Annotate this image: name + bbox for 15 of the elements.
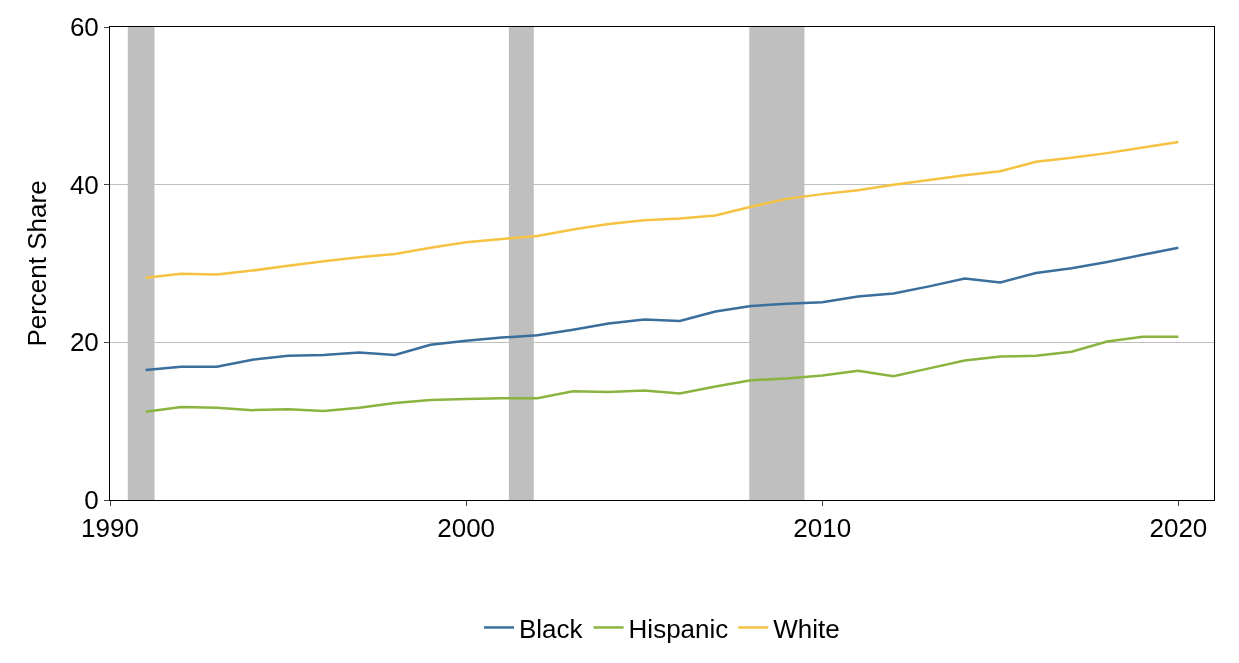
line-series bbox=[144, 140, 1180, 279]
x-tick-label: 1990 bbox=[81, 513, 139, 544]
x-tick-label: 2010 bbox=[793, 513, 852, 544]
legend-label: Hispanic bbox=[628, 613, 729, 644]
x-tick-label: 2000 bbox=[437, 513, 496, 544]
y-tick-label: 20 bbox=[69, 327, 99, 358]
line-series bbox=[144, 335, 1180, 413]
legend-label: White bbox=[773, 613, 840, 644]
y-axis-title: Percent Share bbox=[22, 180, 53, 347]
line-series bbox=[144, 246, 1180, 372]
y-tick-label: 40 bbox=[69, 169, 99, 200]
legend-label: Black bbox=[519, 613, 584, 644]
y-tick-label: 60 bbox=[69, 12, 99, 43]
y-tick-label: 0 bbox=[84, 485, 99, 516]
x-tick-label: 2020 bbox=[1149, 513, 1208, 544]
